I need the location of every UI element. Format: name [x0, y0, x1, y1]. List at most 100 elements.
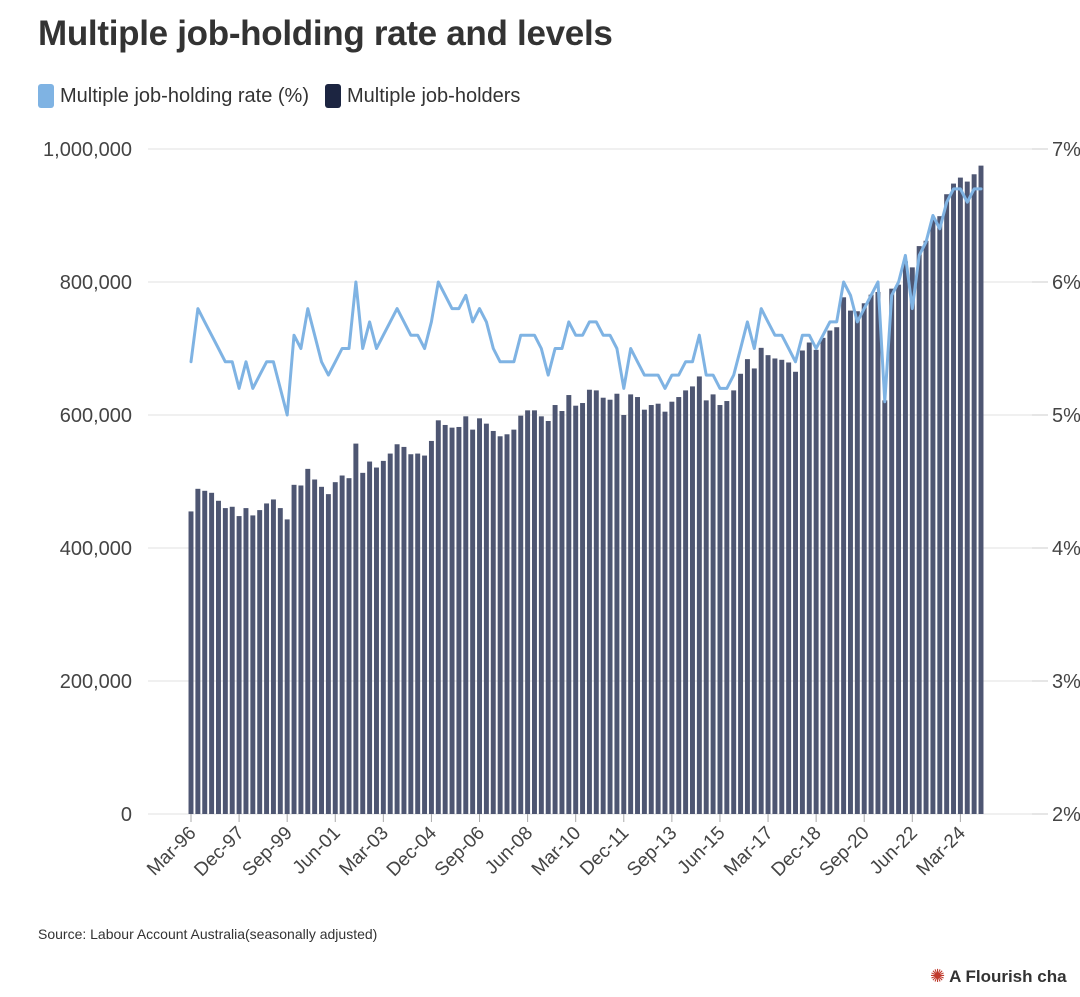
bar[interactable] [415, 453, 421, 814]
bar[interactable] [222, 508, 228, 814]
bar[interactable] [504, 434, 510, 814]
bar[interactable] [573, 405, 579, 814]
bar[interactable] [346, 478, 352, 814]
bar[interactable] [428, 440, 434, 814]
bar[interactable] [538, 416, 544, 814]
bar[interactable] [305, 468, 311, 814]
bar[interactable] [525, 410, 531, 814]
legend-item-rate[interactable]: Multiple job-holding rate (%) [38, 84, 309, 108]
bar[interactable] [449, 427, 455, 814]
bar[interactable] [820, 337, 826, 814]
bar[interactable] [703, 400, 709, 814]
bar[interactable] [621, 415, 627, 814]
bar[interactable] [628, 394, 634, 814]
bar[interactable] [916, 246, 922, 815]
bar[interactable] [497, 436, 503, 814]
bar[interactable] [552, 405, 558, 814]
bar[interactable] [744, 359, 750, 814]
bar[interactable] [683, 390, 689, 814]
bar[interactable] [408, 454, 414, 814]
bar[interactable] [209, 492, 215, 814]
bar[interactable] [779, 359, 785, 814]
bar[interactable] [367, 461, 373, 814]
bar[interactable] [511, 429, 517, 814]
bar[interactable] [635, 397, 640, 814]
bar[interactable] [868, 294, 874, 814]
bar[interactable] [793, 371, 798, 814]
bar[interactable] [957, 177, 963, 815]
bar[interactable] [490, 430, 496, 814]
bar[interactable] [648, 405, 654, 814]
bar[interactable] [518, 415, 524, 814]
bar[interactable] [257, 510, 263, 814]
bar[interactable] [731, 390, 737, 814]
bar[interactable] [848, 310, 853, 814]
bar[interactable] [325, 494, 331, 814]
bar[interactable] [422, 455, 428, 814]
bar[interactable] [751, 368, 757, 814]
flourish-credit[interactable]: ✺ A Flourish cha [930, 966, 1067, 987]
bar[interactable] [435, 420, 441, 814]
bar[interactable] [786, 362, 792, 814]
bar[interactable] [930, 219, 936, 814]
bar[interactable] [216, 500, 221, 814]
bar[interactable] [875, 291, 881, 815]
bar[interactable] [696, 376, 702, 814]
bar[interactable] [559, 411, 565, 814]
bar[interactable] [298, 485, 304, 814]
bar[interactable] [978, 165, 984, 814]
bar[interactable] [270, 499, 276, 814]
bar[interactable] [710, 394, 716, 814]
bar[interactable] [937, 216, 943, 814]
bar[interactable] [806, 342, 812, 814]
bar[interactable] [854, 311, 860, 814]
bar[interactable] [380, 460, 386, 814]
bar[interactable] [971, 174, 977, 814]
bar[interactable] [312, 479, 318, 814]
bar[interactable] [284, 519, 290, 814]
bar[interactable] [470, 429, 476, 814]
bar[interactable] [229, 506, 235, 814]
bar[interactable] [827, 330, 833, 814]
bar[interactable] [202, 490, 208, 814]
bar[interactable] [964, 181, 970, 815]
bar[interactable] [724, 401, 730, 814]
bar[interactable] [277, 508, 283, 814]
bar[interactable] [264, 503, 270, 814]
bar[interactable] [662, 411, 668, 814]
bar[interactable] [889, 288, 895, 814]
bar[interactable] [394, 444, 400, 814]
bar[interactable] [772, 358, 778, 814]
bar[interactable] [676, 397, 682, 814]
bar[interactable] [188, 511, 194, 814]
bar[interactable] [477, 418, 482, 814]
bar[interactable] [195, 488, 201, 814]
bar[interactable] [291, 484, 297, 814]
bar[interactable] [607, 399, 613, 814]
bar[interactable] [896, 284, 902, 814]
bar[interactable] [593, 390, 599, 814]
bar[interactable] [236, 516, 242, 814]
bar[interactable] [401, 446, 407, 814]
bar[interactable] [841, 297, 847, 814]
legend-item-holders[interactable]: Multiple job-holders [325, 84, 520, 108]
bar[interactable] [882, 400, 888, 814]
bar[interactable] [586, 389, 592, 814]
bar[interactable] [483, 423, 489, 814]
bar[interactable] [655, 403, 661, 814]
bar[interactable] [799, 350, 805, 814]
bar[interactable] [319, 486, 324, 814]
bar[interactable] [250, 515, 256, 814]
bar[interactable] [669, 401, 675, 814]
bar[interactable] [374, 467, 379, 814]
bar[interactable] [813, 349, 819, 814]
bar[interactable] [614, 393, 620, 814]
bar[interactable] [353, 443, 359, 814]
bar[interactable] [944, 194, 950, 815]
bar[interactable] [580, 403, 586, 814]
bar[interactable] [339, 475, 345, 814]
bar[interactable] [690, 386, 695, 814]
bar[interactable] [923, 240, 929, 814]
bar[interactable] [600, 397, 606, 814]
bar[interactable] [566, 395, 572, 814]
